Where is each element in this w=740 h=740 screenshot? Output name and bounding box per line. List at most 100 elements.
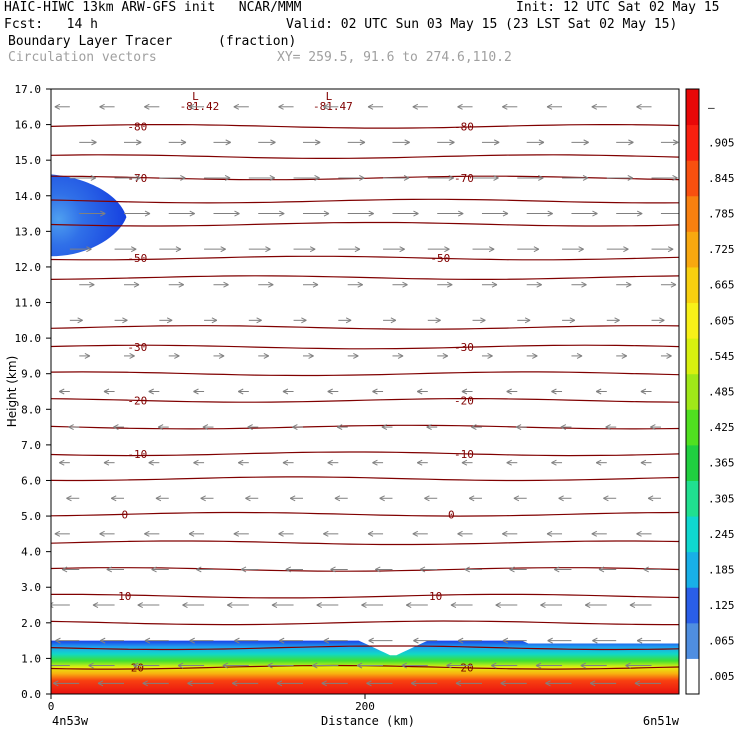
y-tick-label: 17.0 — [15, 83, 42, 96]
vector-arrowhead — [502, 637, 509, 644]
vector-arrowhead — [148, 388, 154, 395]
y-tick-label: 4.0 — [21, 546, 41, 559]
vector-arrowhead — [99, 637, 106, 644]
vector-arrowhead — [535, 662, 542, 669]
vector-arrowhead — [196, 566, 202, 573]
vector-arrowhead — [148, 459, 154, 466]
vector-arrowhead — [446, 662, 452, 669]
isotherm-line — [51, 371, 679, 377]
vector-arrowhead — [367, 530, 374, 537]
vector-arrowhead — [99, 530, 105, 537]
vector-arrowhead — [410, 680, 417, 687]
isotherm-label: -70 — [454, 172, 474, 185]
vector-arrowhead — [603, 495, 609, 502]
isotherm-line — [51, 221, 679, 227]
isotherm-layer: -80 -80-70 -70-50 -50-30 -30-20 -20-10 -100 010… — [51, 90, 679, 674]
y-tick-label: 2.0 — [21, 617, 41, 630]
vector-arrowhead — [551, 459, 557, 466]
vector-arrowhead — [471, 424, 477, 431]
vector-arrowhead — [354, 246, 361, 253]
vector-arrowhead — [268, 281, 274, 288]
isotherm-line — [51, 124, 679, 129]
vector-arrowhead — [110, 495, 117, 502]
vector-arrowhead — [546, 530, 553, 537]
vector-arrowhead — [144, 530, 150, 537]
vector-arrowhead — [401, 662, 408, 669]
y-tick-label: 8.0 — [21, 403, 41, 416]
isotherm-label: -10 — [454, 448, 474, 461]
vector-arrowhead — [455, 680, 462, 687]
vector-arrowhead — [323, 210, 330, 217]
vector-arrowhead — [353, 352, 359, 359]
vector-arrowhead — [397, 352, 404, 359]
vector-arrowhead — [457, 210, 464, 217]
vector-arrowhead — [491, 662, 497, 669]
colorbar-swatch — [686, 658, 699, 695]
vector-arrowhead — [256, 317, 262, 324]
vector-arrowhead — [491, 281, 498, 288]
tracer-fill — [51, 174, 679, 694]
vector-arrowhead — [532, 352, 538, 359]
vector-arrowhead — [188, 103, 195, 110]
vector-arrowhead — [245, 495, 251, 502]
vector-arrowhead — [224, 175, 231, 181]
vector-arrowhead — [545, 680, 551, 687]
colorbar-swatch — [686, 338, 699, 375]
vector-arrowhead — [502, 530, 508, 537]
vector-arrowhead — [399, 246, 405, 253]
colorbar-label: .905 — [708, 136, 735, 149]
vector-arrowhead — [592, 637, 598, 644]
vector-arrowhead — [538, 139, 545, 146]
vector-arrowhead — [271, 602, 278, 608]
vector-arrowhead — [59, 388, 65, 395]
vector-arrowhead — [583, 139, 589, 146]
vector-arrowhead — [426, 424, 432, 431]
vector-arrowhead — [54, 103, 61, 110]
vector-arrowhead — [634, 680, 641, 687]
isotherm-line — [51, 275, 679, 280]
vector-arrowhead — [130, 246, 137, 253]
vector-arrowhead — [278, 530, 284, 537]
vector-arrowhead — [500, 680, 506, 687]
vector-arrowhead — [524, 317, 531, 324]
vector-arrowhead — [321, 680, 327, 687]
vector-arrowhead — [289, 495, 296, 502]
y-tick-label: 6.0 — [21, 474, 41, 487]
vector-arrowhead — [113, 424, 119, 431]
vector-arrowhead — [237, 459, 244, 466]
vector-arrowhead — [86, 246, 92, 253]
colorbar-label: .365 — [708, 457, 735, 470]
vector-arrowhead — [316, 602, 322, 608]
x-start-label: 4n53w — [52, 714, 89, 728]
vector-arrowhead — [135, 175, 141, 181]
colorbar-swatch — [686, 444, 699, 481]
vector-arrowhead — [361, 602, 367, 608]
vector-arrowhead — [540, 602, 546, 608]
vector-arrowhead — [569, 317, 576, 324]
vector-arrowhead — [442, 352, 449, 359]
vector-arrowhead — [546, 103, 553, 110]
vector-arrowhead — [643, 566, 649, 573]
vector-arrowhead — [628, 139, 634, 146]
vector-arrowhead — [595, 459, 602, 466]
vector-arrowhead — [220, 246, 226, 253]
vector-arrowhead — [368, 210, 374, 217]
vector-arrowhead — [403, 175, 410, 181]
isotherm-label: -80 — [127, 120, 147, 133]
vector-arrowhead — [334, 495, 341, 502]
vector-arrowhead — [314, 175, 320, 181]
vector-arrowhead — [589, 680, 596, 687]
vector-arrowhead — [279, 210, 285, 217]
isotherm-line — [51, 175, 679, 181]
vector-arrowhead — [444, 246, 450, 253]
vector-arrowhead — [188, 530, 195, 537]
isotherm-label: 10 — [429, 590, 442, 603]
vector-arrowhead — [292, 424, 298, 431]
colorbar-swatch — [686, 587, 699, 624]
vector-arrowhead — [100, 210, 106, 217]
vector-arrowhead — [533, 246, 540, 253]
y-tick-label: 5.0 — [21, 510, 41, 523]
isotherm-label: -10 — [127, 448, 147, 461]
field-units: (fraction) — [218, 34, 297, 49]
isotherm-line — [51, 645, 679, 651]
